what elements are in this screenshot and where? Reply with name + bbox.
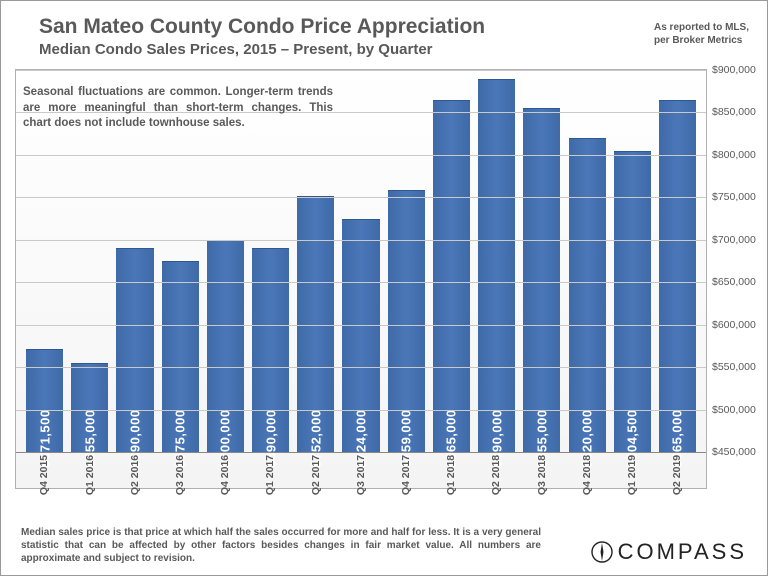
bar-slot: $759,000 — [384, 70, 429, 452]
y-tick-label: $850,000 — [712, 106, 756, 118]
bar: $690,000 — [116, 248, 153, 452]
x-tick-label: Q4 2015 — [39, 455, 51, 495]
bar-slot: $804,500 — [610, 70, 655, 452]
x-tick-label: Q1 2017 — [265, 455, 277, 495]
x-tick: Q1 2017 — [248, 453, 293, 488]
x-tick-label: Q3 2017 — [355, 455, 367, 495]
x-tick: Q2 2017 — [293, 453, 338, 488]
source-attribution: As reported to MLS, per Broker Metrics — [654, 21, 749, 47]
grid-line — [16, 240, 706, 241]
bar-slot: $820,000 — [564, 70, 609, 452]
x-tick: Q2 2019 — [655, 453, 700, 488]
bar: $724,000 — [342, 219, 379, 452]
x-tick: Q3 2017 — [338, 453, 383, 488]
grid-line — [16, 410, 706, 411]
y-tick-label: $550,000 — [712, 361, 756, 373]
bar: $759,000 — [388, 190, 425, 452]
footnote: Median sales price is that price at whic… — [21, 526, 541, 565]
x-tick: Q3 2016 — [158, 453, 203, 488]
x-tick-label: Q2 2016 — [129, 455, 141, 495]
bar: $865,000 — [659, 100, 696, 452]
y-tick-label: $700,000 — [712, 234, 756, 246]
x-tick: Q2 2016 — [112, 453, 157, 488]
bar: $855,000 — [523, 108, 560, 452]
grid-line — [16, 325, 706, 326]
chart-subtitle: Median Condo Sales Prices, 2015 – Presen… — [39, 41, 747, 58]
x-tick-label: Q4 2016 — [219, 455, 231, 495]
x-tick-label: Q1 2016 — [84, 455, 96, 495]
grid-line — [16, 70, 706, 71]
y-tick-label: $800,000 — [712, 149, 756, 161]
bar: $555,000 — [71, 363, 108, 452]
grid-line — [16, 282, 706, 283]
x-tick-label: Q3 2018 — [536, 455, 548, 495]
x-tick-label: Q4 2017 — [400, 455, 412, 495]
x-tick: Q1 2018 — [429, 453, 474, 488]
compass-logo: COMPASS — [590, 539, 747, 565]
x-tick-label: Q4 2018 — [581, 455, 593, 495]
bar-slot: $865,000 — [429, 70, 474, 452]
x-axis: Q4 2015Q1 2016Q2 2016Q3 2016Q4 2016Q1 20… — [16, 452, 706, 488]
x-tick: Q3 2018 — [519, 453, 564, 488]
compass-logo-icon — [590, 540, 614, 564]
x-tick-label: Q2 2017 — [310, 455, 322, 495]
bar: $804,500 — [614, 151, 651, 452]
x-tick-label: Q2 2018 — [491, 455, 503, 495]
x-tick: Q2 2018 — [474, 453, 519, 488]
bar: $890,000 — [478, 79, 515, 453]
grid-line — [16, 367, 706, 368]
bar: $571,500 — [26, 349, 63, 452]
y-tick-label: $750,000 — [712, 191, 756, 203]
chart-title: San Mateo County Condo Price Appreciatio… — [39, 15, 747, 39]
bar: $865,000 — [433, 100, 470, 452]
bar-slot: $724,000 — [338, 70, 383, 452]
annotation-text: Seasonal fluctuations are common. Longer… — [23, 85, 333, 132]
bar: $820,000 — [569, 138, 606, 452]
bar-slot: $865,000 — [655, 70, 700, 452]
bar-chart: $571,500$555,000$690,000$675,000$700,000… — [15, 69, 707, 489]
x-tick: Q1 2016 — [67, 453, 112, 488]
x-tick: Q4 2015 — [22, 453, 67, 488]
y-tick-label: $650,000 — [712, 276, 756, 288]
footer: Median sales price is that price at whic… — [21, 526, 747, 565]
bar: $675,000 — [162, 261, 199, 452]
grid-line — [16, 155, 706, 156]
x-tick: Q1 2019 — [610, 453, 655, 488]
x-tick-label: Q3 2016 — [174, 455, 186, 495]
bar: $690,000 — [252, 248, 289, 452]
chart-header: San Mateo County Condo Price Appreciatio… — [1, 1, 767, 62]
x-tick: Q4 2016 — [203, 453, 248, 488]
bar: $700,000 — [207, 240, 244, 452]
y-tick-label: $900,000 — [712, 64, 756, 76]
y-tick-label: $450,000 — [712, 446, 756, 458]
x-tick: Q4 2018 — [564, 453, 609, 488]
x-tick: Q4 2017 — [384, 453, 429, 488]
logo-text: COMPASS — [618, 539, 747, 565]
x-tick-label: Q1 2018 — [445, 455, 457, 495]
x-tick-label: Q2 2019 — [671, 455, 683, 495]
y-tick-label: $500,000 — [712, 404, 756, 416]
x-tick-label: Q1 2019 — [626, 455, 638, 495]
bar-slot: $890,000 — [474, 70, 519, 452]
y-tick-label: $600,000 — [712, 319, 756, 331]
bar-slot: $855,000 — [519, 70, 564, 452]
grid-line — [16, 197, 706, 198]
